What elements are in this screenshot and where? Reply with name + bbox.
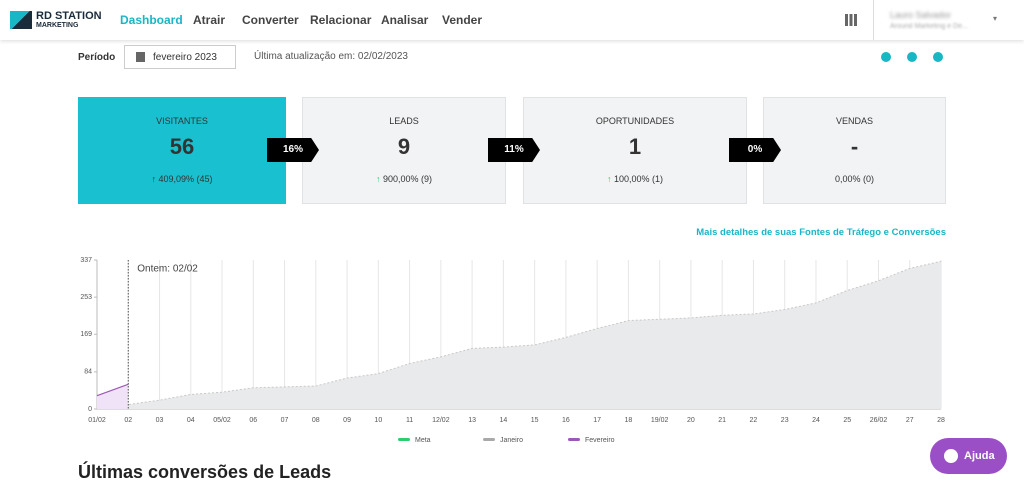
x-tick-label: 18 (625, 417, 633, 424)
nav-item[interactable]: Vender (442, 13, 483, 27)
x-tick-label: 20 (687, 417, 695, 424)
card-change: 0,00% (0) (834, 174, 875, 184)
apps-icon[interactable] (845, 14, 857, 26)
x-tick-label: 16 (562, 417, 570, 424)
x-tick-label: 04 (187, 417, 195, 424)
nav-item[interactable]: Relacionar (310, 13, 372, 27)
period-select[interactable]: fevereiro 2023 (124, 45, 236, 69)
x-tick-label: 01/02 (88, 417, 106, 424)
x-tick-label: 25 (843, 417, 851, 424)
user-company: Around Marketing e De... (890, 23, 968, 30)
x-tick-label: 15 (531, 417, 539, 424)
annotation: Ontem: 02/02 (137, 264, 198, 275)
conversion-rate: 11% (488, 138, 540, 162)
help-button[interactable]: Ajuda (930, 438, 1007, 474)
card-value: 9 (397, 134, 411, 159)
x-tick-label: 02 (124, 417, 132, 424)
card-value: 56 (169, 134, 195, 159)
top-bar: RD STATION MARKETING Dashboard Atrair Co… (0, 0, 1024, 40)
x-tick-label: 06 (249, 417, 257, 424)
funnel-card: LEADS 9 ↑ 900,00% (9) (302, 97, 506, 204)
chart: 01/02 02 03 04 05/02 06 07 08 09 10 11 12/02 13 14 15 1… (80, 257, 945, 444)
nav-item[interactable]: Analisar (381, 13, 429, 27)
line (96, 260, 942, 408)
y-tick-label: 169 (80, 331, 92, 338)
y-tick-label: 253 (80, 294, 92, 301)
help-icon (944, 449, 958, 463)
x-tick-label: 19/02 (651, 417, 669, 424)
section-title: Últimas conversões de Leads (78, 462, 332, 482)
help-label: Ajuda (964, 450, 995, 462)
help-icon[interactable] (933, 52, 943, 62)
x-tick-label: 28 (937, 417, 945, 424)
x-tick-label: 26/02 (870, 417, 888, 424)
dropdown-caret[interactable]: ▾ (993, 14, 998, 23)
x-tick-label: 05/02 (213, 417, 231, 424)
icon[interactable] (881, 52, 891, 62)
x-tick-label: 12/02 (432, 417, 450, 424)
card-change: 409,09% (45) (158, 174, 213, 184)
period-value: fevereiro 2023 (153, 52, 217, 63)
card-title: LEADS (389, 116, 419, 126)
card-value: 1 (628, 134, 642, 159)
card-title: VISITANTES (156, 116, 208, 126)
x-tick-label: 03 (156, 417, 164, 424)
x-tick-label: 09 (343, 417, 351, 424)
nav-item[interactable]: Converter (242, 13, 299, 27)
x-tick-label: 13 (468, 417, 476, 424)
area (97, 261, 941, 409)
logo: RD STATION (36, 10, 102, 22)
funnel-card: VENDAS - 0,00% (0) (763, 97, 946, 204)
legend-label: Fevereiro (585, 437, 615, 444)
legend-swatch (483, 438, 495, 441)
line (96, 383, 129, 397)
nav-item[interactable]: Atrair (193, 13, 226, 27)
y-tick-label: 337 (80, 257, 92, 264)
x-tick-label: 07 (281, 417, 289, 424)
calendar-icon (136, 52, 145, 62)
period-label: Período (78, 52, 116, 63)
legend-label: Janeiro (500, 437, 523, 444)
legend-swatch (398, 438, 410, 441)
y-tick-label: 0 (88, 406, 92, 413)
card-title: OPORTUNIDADES (595, 116, 675, 126)
conversion-rate: 0% (729, 138, 781, 162)
card-change: 900,00% (9) (382, 174, 433, 184)
x-tick-label: 10 (374, 417, 382, 424)
updated-text: Última atualização em: 02/02/2023 (254, 51, 408, 62)
x-tick-label: 21 (718, 417, 726, 424)
legend-label: Meta (415, 437, 431, 444)
card-title: VENDAS (835, 116, 873, 126)
x-tick-label: 27 (906, 417, 914, 424)
details-link[interactable]: Mais detalhes de suas Fontes de Tráfego … (696, 227, 946, 238)
card-value: - (850, 134, 859, 159)
funnel-card: OPORTUNIDADES 1 ↑ 100,00% (1) (523, 97, 747, 204)
area (97, 384, 129, 409)
x-tick-label: 22 (750, 417, 758, 424)
x-tick-label: 17 (593, 417, 601, 424)
card-change: 100,00% (1) (613, 174, 664, 184)
funnel-card: VISITANTES 56 ↑ 409,09% (45) (78, 97, 286, 204)
settings-icon[interactable] (907, 52, 917, 62)
conversion-rate: 16% (267, 138, 319, 162)
x-tick-label: 08 (312, 417, 320, 424)
user-name[interactable]: Lauro Salvador (890, 10, 952, 20)
legend-swatch (568, 438, 580, 441)
x-tick-label: 23 (781, 417, 789, 424)
x-tick-label: 24 (812, 417, 820, 424)
x-tick-label: 14 (499, 417, 507, 424)
nav-item[interactable]: Dashboard (120, 13, 183, 27)
logo-icon (10, 11, 32, 29)
divider (873, 0, 874, 40)
y-tick-label: 84 (84, 369, 92, 376)
x-tick-label: 11 (406, 417, 413, 424)
logo-sub: MARKETING (36, 22, 79, 29)
